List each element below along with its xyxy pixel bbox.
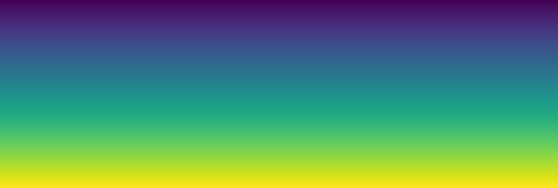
Text: During contraction of heart muscle cells ________. A. the action
potential is pr: During contraction of heart muscle cells… (14, 7, 479, 131)
